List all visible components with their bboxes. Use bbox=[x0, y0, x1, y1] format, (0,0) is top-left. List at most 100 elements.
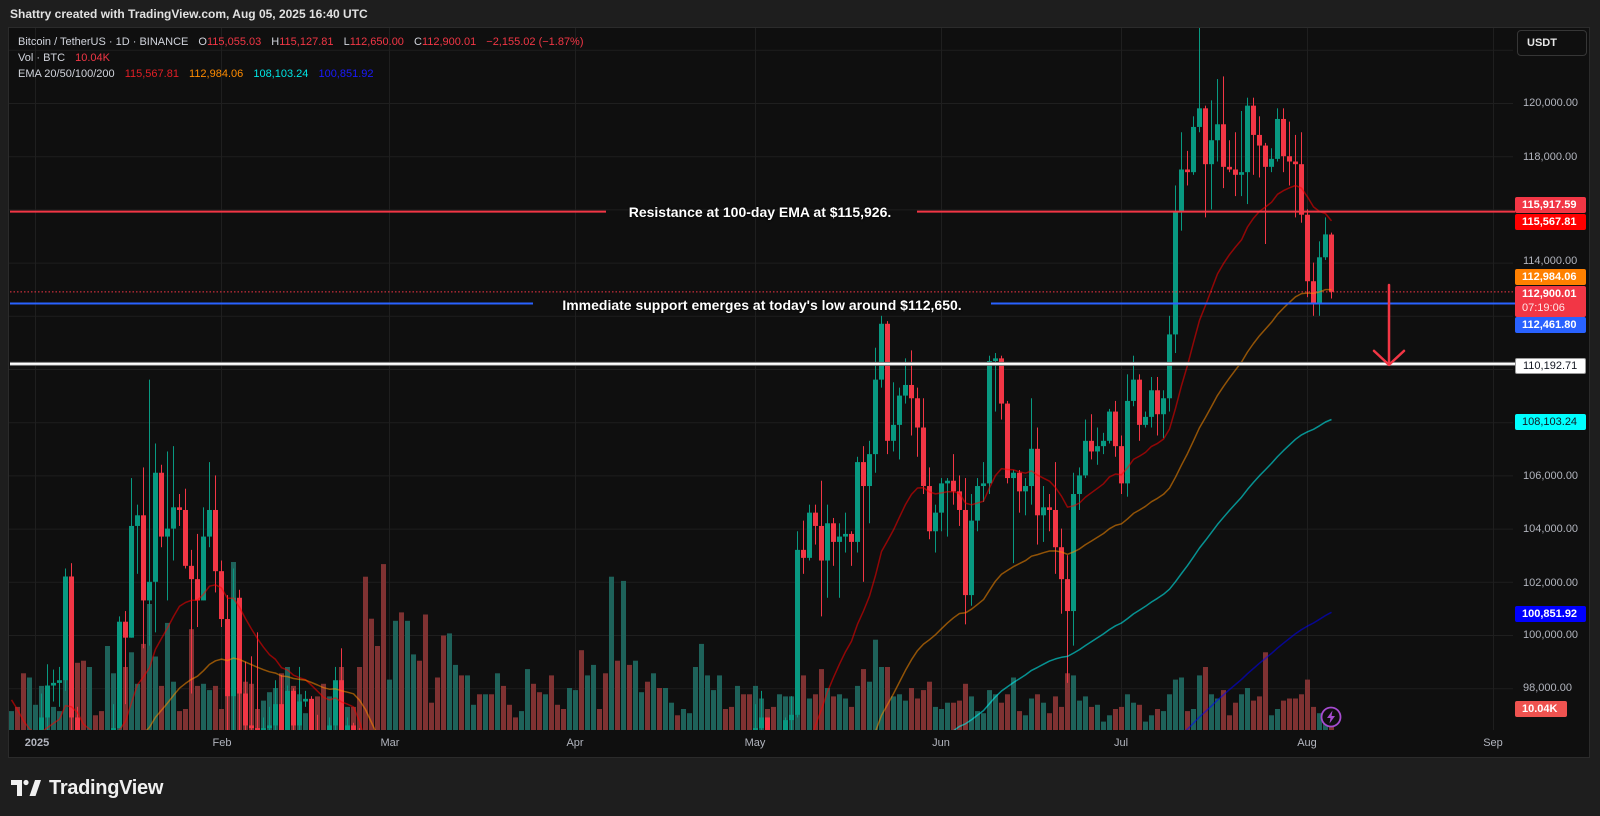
candle bbox=[1185, 150, 1190, 186]
candle bbox=[1083, 419, 1088, 479]
volume-bar bbox=[1017, 711, 1022, 730]
price-tick: 114,000.00 bbox=[1523, 255, 1578, 267]
candle bbox=[297, 666, 302, 730]
candle bbox=[1173, 185, 1178, 354]
candle bbox=[1137, 374, 1142, 441]
volume-bar bbox=[741, 694, 746, 730]
volume-bar bbox=[1101, 721, 1106, 730]
legend-change: −2,155.02 (−1.87%) bbox=[486, 36, 584, 48]
candle bbox=[219, 560, 224, 628]
candle bbox=[1287, 121, 1292, 186]
ema50-value: 112,984.06 bbox=[189, 68, 244, 80]
volume-bar bbox=[573, 690, 578, 730]
volume-bar bbox=[1185, 711, 1190, 730]
volume-bar bbox=[879, 667, 884, 730]
candle bbox=[855, 456, 860, 553]
candle bbox=[267, 706, 272, 730]
gridlines bbox=[9, 28, 1513, 730]
price-tick: 102,000.00 bbox=[1523, 577, 1579, 589]
volume-bar bbox=[207, 690, 212, 730]
time-label: 2025 bbox=[24, 737, 50, 749]
candle bbox=[141, 467, 146, 649]
volume-bar bbox=[1173, 679, 1178, 730]
volume-bar bbox=[927, 681, 932, 730]
volume-bar bbox=[105, 646, 110, 730]
volume-bar bbox=[33, 704, 38, 730]
currency-button[interactable]: USDT bbox=[1517, 30, 1587, 56]
attribution-text: Shattry created with TradingView.com, Au… bbox=[10, 7, 368, 21]
volume-bar bbox=[807, 698, 812, 730]
candle bbox=[303, 690, 308, 707]
volume-bar bbox=[159, 685, 164, 730]
candle bbox=[723, 760, 728, 797]
candle bbox=[771, 733, 776, 792]
volume-bar bbox=[555, 704, 560, 730]
volume-bar bbox=[843, 698, 848, 730]
candle bbox=[1155, 376, 1160, 436]
volume-bar bbox=[531, 683, 536, 730]
volume-bar bbox=[669, 702, 674, 730]
volume-bar bbox=[93, 715, 98, 730]
volume-bar bbox=[411, 654, 416, 730]
volume-bar bbox=[579, 650, 584, 730]
candle bbox=[747, 763, 752, 816]
legend-volume-row: Vol · BTC 10.04K bbox=[18, 50, 584, 66]
volume-bar bbox=[981, 713, 986, 730]
candle bbox=[993, 353, 998, 412]
volume-bar bbox=[453, 664, 458, 730]
candle bbox=[861, 446, 866, 582]
candle bbox=[933, 504, 938, 553]
volume-bar bbox=[1149, 715, 1154, 730]
ema50-line bbox=[145, 288, 1332, 730]
volume-bar bbox=[549, 675, 554, 730]
volume-bar bbox=[99, 711, 104, 730]
volume-price-label: 10.04K bbox=[1515, 701, 1567, 717]
volume-bar bbox=[63, 660, 68, 730]
support-annotation: Immediate support emerges at today's low… bbox=[562, 297, 962, 313]
candle bbox=[273, 680, 278, 730]
candle bbox=[57, 666, 62, 707]
candle bbox=[1281, 108, 1286, 173]
volume-bar bbox=[435, 677, 440, 730]
time-label: Sep bbox=[1483, 737, 1503, 749]
volume-bar bbox=[483, 694, 488, 730]
candle bbox=[867, 440, 872, 524]
candle bbox=[873, 347, 878, 473]
volume-bar bbox=[639, 692, 644, 730]
candle bbox=[1245, 97, 1250, 205]
candle bbox=[1059, 528, 1064, 614]
candle bbox=[789, 696, 794, 730]
volume-bar bbox=[219, 709, 224, 730]
ema20-line bbox=[10, 184, 1333, 730]
volume-bar bbox=[621, 580, 626, 730]
volume-bar bbox=[1155, 709, 1160, 730]
volume-label: Vol · BTC bbox=[18, 52, 66, 64]
candle bbox=[699, 795, 704, 816]
candle bbox=[153, 443, 158, 633]
volume-bar bbox=[75, 662, 80, 730]
volume-bar bbox=[687, 713, 692, 730]
volume-bar bbox=[1131, 702, 1136, 730]
volume-bar bbox=[723, 709, 728, 730]
volume-bar bbox=[1143, 721, 1148, 730]
candle bbox=[189, 549, 194, 694]
resistance-annotation: Resistance at 100-day EMA at $115,926. bbox=[628, 204, 892, 220]
volume-bar bbox=[1059, 706, 1064, 730]
candle bbox=[999, 355, 1004, 420]
volume-bar bbox=[1293, 698, 1298, 730]
volume-bar bbox=[999, 702, 1004, 730]
candle bbox=[1323, 217, 1328, 260]
lightning-icon[interactable] bbox=[1320, 706, 1342, 728]
ema20-value: 115,567.81 bbox=[124, 68, 179, 80]
tradingview-brand[interactable]: TradingView bbox=[11, 777, 163, 799]
volume-bar bbox=[375, 646, 380, 730]
candle bbox=[1257, 116, 1262, 178]
candle bbox=[111, 704, 116, 730]
volume-bar bbox=[627, 664, 632, 730]
candle bbox=[729, 760, 734, 816]
volume-bar bbox=[1305, 679, 1310, 730]
volume-bar bbox=[27, 677, 32, 730]
volume-bar bbox=[357, 667, 362, 730]
volume-bar bbox=[405, 620, 410, 730]
candle bbox=[1095, 427, 1100, 465]
